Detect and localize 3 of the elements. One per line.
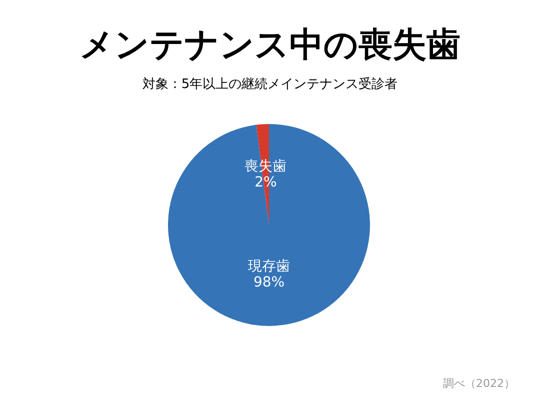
subtitle: 対象：5年以上の継続メインテナンス受診者 [142, 77, 398, 92]
annotation: 調べ（2022） [443, 377, 515, 390]
title: メンテナンス中の喪失歯 [80, 25, 460, 65]
